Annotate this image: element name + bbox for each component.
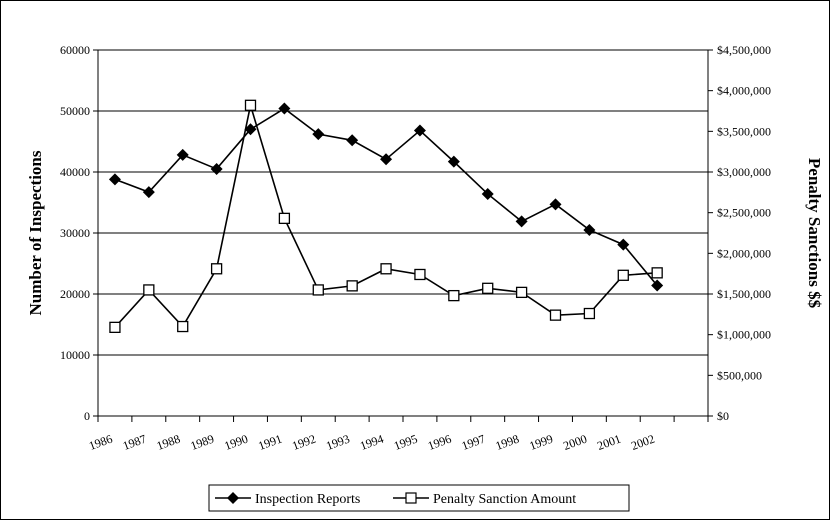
right-tick-label: $2,500,000 bbox=[717, 206, 771, 220]
right-tick-label: $1,000,000 bbox=[717, 328, 771, 342]
x-tick-label: 1991 bbox=[256, 432, 283, 453]
left-axis-title: Number of Inspections bbox=[26, 150, 45, 315]
data-point-inspection-reports bbox=[447, 155, 460, 168]
data-point-inspection-reports bbox=[380, 153, 393, 166]
data-point-inspection-reports bbox=[583, 223, 596, 236]
x-tick-label: 1987 bbox=[121, 432, 148, 453]
data-point-inspection-reports bbox=[176, 148, 189, 161]
data-point-penalty-sanction-amount bbox=[346, 280, 358, 292]
data-point-inspection-reports bbox=[413, 124, 426, 137]
data-point-penalty-sanction-amount bbox=[617, 269, 629, 281]
x-axis-ticks: 1986 1987 1988 1989 1990 1991 1992 1993 1994 1995… bbox=[87, 416, 709, 453]
x-tick-label: 1988 bbox=[155, 432, 182, 453]
series-penalty-sanction-amount bbox=[109, 99, 663, 333]
data-point-penalty-sanction-amount bbox=[312, 284, 324, 296]
right-axis-ticks: $0 $500,000 $1,000,000 $1,500,000 $2,000,000… bbox=[708, 43, 771, 423]
data-point-penalty-sanction-amount bbox=[380, 263, 392, 275]
left-tick-label: 20000 bbox=[60, 287, 90, 301]
left-tick-label: 60000 bbox=[60, 43, 90, 57]
data-point-inspection-reports bbox=[549, 198, 562, 211]
legend: Inspection Reports Penalty Sanction Amou… bbox=[208, 484, 630, 512]
right-tick-label: $3,000,000 bbox=[717, 165, 771, 179]
legend-label-penalty-sanction-amount: Penalty Sanction Amount bbox=[433, 492, 576, 507]
right-tick-label: $500,000 bbox=[717, 368, 762, 382]
data-point-inspection-reports bbox=[244, 123, 257, 136]
data-point-penalty-sanction-amount bbox=[583, 307, 596, 320]
data-point-inspection-reports bbox=[651, 279, 664, 292]
x-tick-label: 1999 bbox=[528, 432, 555, 453]
x-tick-label: 1990 bbox=[223, 432, 250, 453]
data-point-inspection-reports bbox=[278, 102, 291, 115]
left-axis-ticks: 0 10000 20000 30000 40000 50000 60000 bbox=[60, 43, 98, 423]
data-point-penalty-sanction-amount bbox=[515, 286, 528, 299]
series bbox=[108, 99, 664, 333]
series-line-inspection-reports bbox=[114, 107, 658, 286]
legend-marker-inspection-reports bbox=[227, 492, 239, 504]
right-tick-label: $1,500,000 bbox=[717, 287, 771, 301]
series-inspection-reports bbox=[108, 102, 664, 292]
data-point-inspection-reports bbox=[142, 186, 155, 199]
x-tick-label: 1993 bbox=[324, 432, 351, 453]
right-axis-title: Penalty Sanctions $$ bbox=[805, 158, 824, 309]
data-point-penalty-sanction-amount bbox=[448, 289, 460, 302]
data-point-penalty-sanction-amount bbox=[549, 309, 562, 321]
left-tick-label: 40000 bbox=[60, 165, 90, 179]
x-tick-label: 1997 bbox=[460, 432, 487, 453]
data-point-penalty-sanction-amount bbox=[210, 263, 223, 275]
x-tick-label: 1986 bbox=[87, 432, 114, 453]
right-tick-label: $4,000,000 bbox=[717, 84, 771, 98]
data-point-penalty-sanction-amount bbox=[414, 268, 426, 281]
data-point-penalty-sanction-amount bbox=[482, 282, 494, 294]
data-point-penalty-sanction-amount bbox=[109, 321, 121, 333]
gridlines bbox=[98, 49, 708, 356]
data-point-penalty-sanction-amount bbox=[278, 212, 291, 225]
data-point-penalty-sanction-amount bbox=[143, 284, 155, 296]
right-tick-label: $4,500,000 bbox=[717, 43, 771, 57]
right-tick-label: $3,500,000 bbox=[717, 124, 771, 138]
data-point-inspection-reports bbox=[312, 128, 325, 141]
left-tick-label: 30000 bbox=[60, 226, 90, 240]
data-point-inspection-reports bbox=[481, 187, 494, 200]
right-tick-label: $0 bbox=[717, 409, 729, 423]
left-tick-label: 50000 bbox=[60, 104, 90, 118]
x-tick-label: 2000 bbox=[561, 432, 588, 453]
x-tick-label: 1995 bbox=[392, 432, 419, 453]
right-tick-label: $2,000,000 bbox=[717, 246, 771, 260]
data-point-inspection-reports bbox=[210, 162, 223, 175]
data-point-inspection-reports bbox=[108, 173, 121, 186]
data-point-inspection-reports bbox=[515, 215, 528, 228]
legend-label-inspection-reports: Inspection Reports bbox=[255, 492, 360, 507]
data-point-inspection-reports bbox=[346, 134, 359, 147]
x-tick-label: 1989 bbox=[189, 432, 216, 453]
x-tick-label: 1992 bbox=[290, 432, 317, 453]
legend-marker-penalty-sanction-amount bbox=[405, 492, 417, 504]
data-point-penalty-sanction-amount bbox=[177, 320, 189, 333]
data-point-penalty-sanction-amount bbox=[651, 267, 663, 279]
x-tick-label: 1998 bbox=[494, 432, 521, 453]
x-tick-label: 2002 bbox=[629, 432, 656, 453]
data-point-inspection-reports bbox=[617, 238, 630, 251]
data-point-penalty-sanction-amount bbox=[244, 99, 257, 111]
left-tick-label: 0 bbox=[84, 409, 90, 423]
left-tick-label: 10000 bbox=[60, 348, 90, 362]
x-tick-label: 1996 bbox=[426, 432, 453, 453]
x-tick-label: 2001 bbox=[595, 432, 622, 453]
x-tick-label: 1994 bbox=[358, 432, 385, 453]
